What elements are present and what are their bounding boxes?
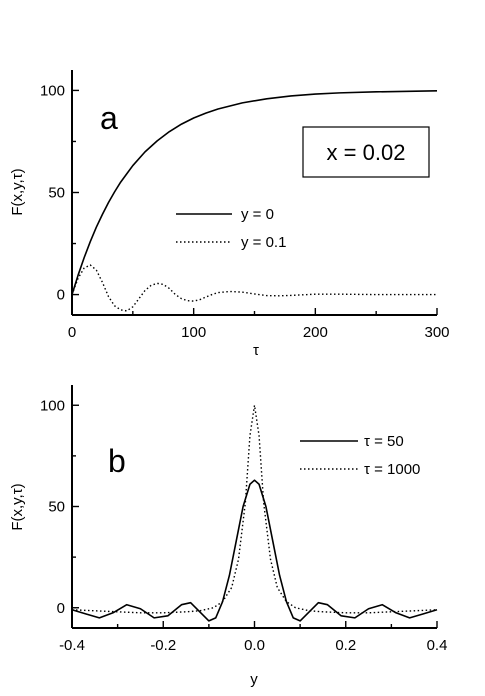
panel-a-x-ticks: 0 100 200 300: [68, 308, 450, 341]
panel-b-x-ticks: -0.4 -0.2 0.0 0.2 0.4: [59, 621, 447, 654]
panel-b-legend-label-0: τ = 50: [364, 433, 404, 450]
panel-a-y-tick-label: 100: [40, 82, 65, 99]
panel-b-letter: b: [108, 443, 126, 479]
panel-a-series: [71, 90, 438, 312]
panel-b-y-tick-label: 0: [57, 600, 65, 617]
panel-b-x-tick-label: 0.0: [244, 637, 265, 654]
panel-b-x-tick-label: -0.4: [59, 637, 85, 654]
panel-b-y-axis-label: F(x,y,τ): [9, 483, 26, 530]
panel-b-y-tick-label: 50: [48, 499, 65, 516]
panel-b-x-tick-label: 0.4: [427, 637, 448, 654]
panel-a: 0 100 200 300 0 50 100 a x = 0.02 y = 0 y = 0…: [9, 70, 450, 359]
panel-b-y-ticks: 0 50 100: [40, 397, 79, 617]
panel-a-x-tick-label: 200: [303, 324, 328, 341]
panel-a-series-0-line: [71, 90, 438, 295]
panel-a-letter: a: [100, 100, 118, 136]
panel-b-x-tick-label: -0.2: [150, 637, 176, 654]
panel-b-series-0-line: [71, 479, 438, 622]
panel-b-series: [71, 404, 438, 622]
panel-a-y-tick-label: 0: [57, 287, 65, 304]
panel-b-y-tick-label: 100: [40, 397, 65, 414]
panel-a-series-1-line: [71, 264, 437, 312]
panel-b-legend: τ = 50 τ = 1000: [300, 433, 420, 478]
panel-a-annotation-box: [302, 126, 430, 178]
panel-b: -0.4 -0.2 0.0 0.2 0.4 0 50 100 b τ = 50 τ = 10…: [9, 385, 447, 688]
panel-a-legend: y = 0 y = 0.1: [176, 206, 286, 251]
panel-a-x-tick-label: 300: [424, 324, 449, 341]
panel-a-x-tick-label: 0: [68, 324, 76, 341]
panel-a-x-axis-label: τ: [253, 342, 259, 359]
panel-a-y-axis-label: F(x,y,τ): [9, 168, 26, 215]
panel-b-x-tick-label: 0.2: [335, 637, 356, 654]
panel-a-legend-label-0: y = 0: [241, 206, 274, 223]
panel-a-y-tick-label: 50: [48, 185, 65, 202]
panel-a-legend-label-1: y = 0.1: [241, 234, 286, 251]
panel-a-annotation: x = 0.02: [327, 140, 406, 165]
panel-b-x-axis-label: y: [250, 671, 258, 688]
panel-b-series-1-line: [71, 404, 438, 614]
panel-a-x-tick-label: 100: [181, 324, 206, 341]
panel-b-legend-label-1: τ = 1000: [364, 461, 420, 478]
panel-a-y-ticks: 0 50 100: [40, 82, 79, 304]
